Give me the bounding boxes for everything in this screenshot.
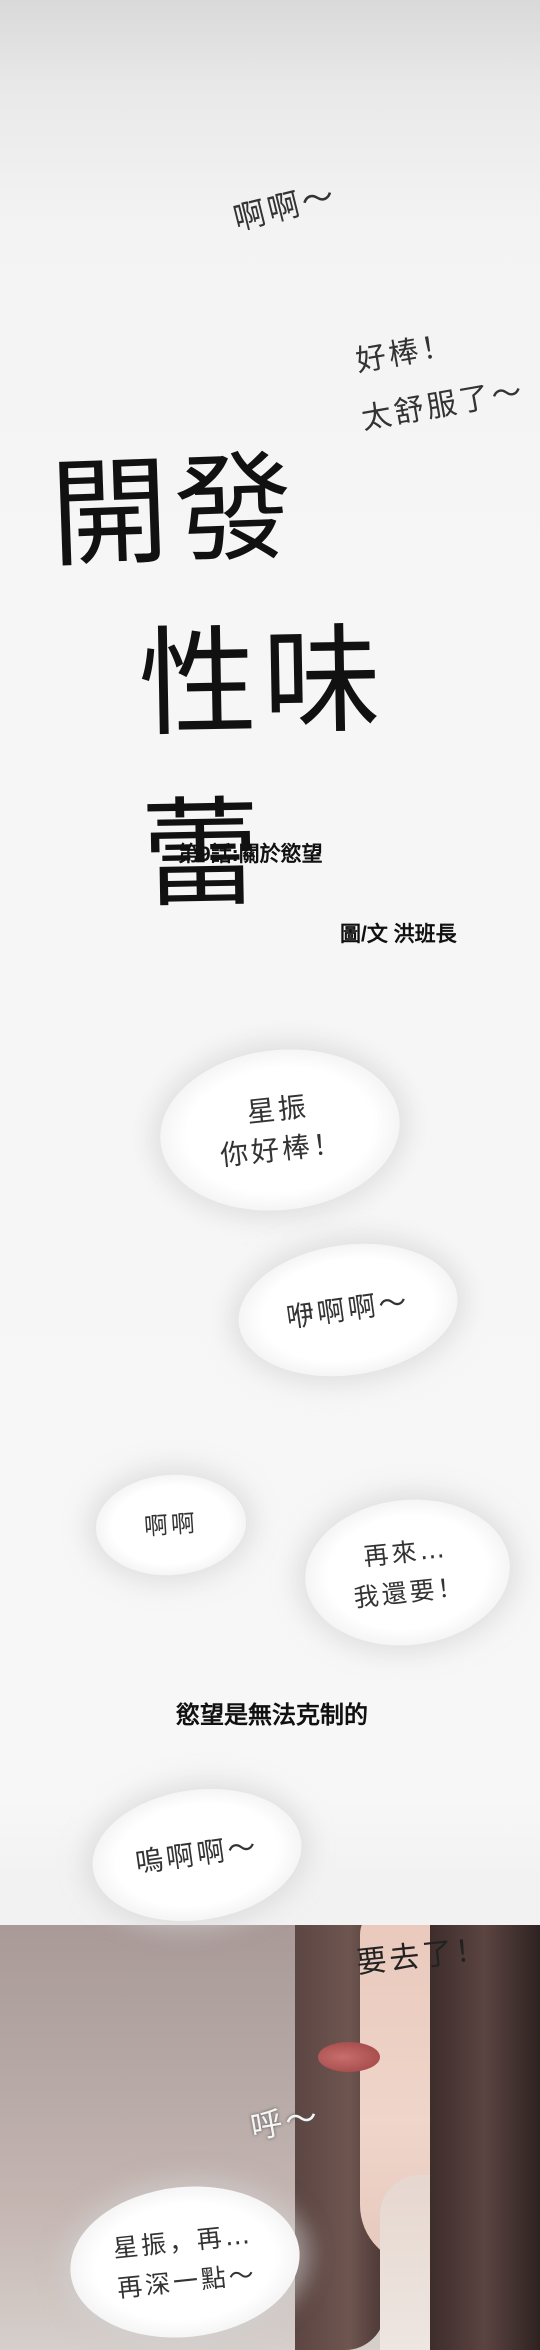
speech-bubble-4-text: 再來… 我還要！ — [352, 1533, 467, 1613]
speech-bubble-1: 星振 你好棒！ — [152, 1037, 408, 1223]
speech-bubble-3-text: 啊啊 — [143, 1509, 199, 1541]
speech-bubble-5: 嗚啊啊～ — [83, 1776, 311, 1934]
speech-bubble-6-text: 星振，再… 再深一點～ — [111, 2219, 259, 2304]
speech-bubble-6: 星振，再… 再深一點～ — [62, 2175, 308, 2349]
narration-caption: 慾望是無法克制的 — [176, 1702, 368, 1729]
speech-bubble-3: 啊啊 — [92, 1469, 250, 1581]
comic-title-logo: 開發 性味蕾 — [40, 415, 500, 924]
speech-bubble-1-text: 星振 你好棒！ — [218, 1089, 346, 1173]
speech-bubble-5-text: 嗚啊啊～ — [133, 1829, 261, 1880]
speech-bubble-2-text: 咿啊啊～ — [284, 1284, 412, 1335]
credits: 圖/文 洪班長 — [340, 923, 457, 946]
title-line-2: 性味蕾 — [137, 610, 388, 925]
sfx-good: 好棒！ — [353, 327, 457, 380]
illustration-panel: 要去了！ 呼～ 星振，再… 再深一點～ — [0, 1925, 540, 2350]
hair-right — [430, 1925, 540, 2350]
title-line-1: 開發 — [48, 437, 301, 585]
speech-bubble-2: 咿啊啊～ — [230, 1230, 466, 1390]
sfx-moan-top: 啊啊～ — [229, 175, 341, 239]
speech-bubble-4: 再來… 我還要！ — [297, 1489, 518, 1656]
lips — [318, 2042, 380, 2072]
episode-title: 第9話:關於慾望 — [178, 843, 323, 866]
